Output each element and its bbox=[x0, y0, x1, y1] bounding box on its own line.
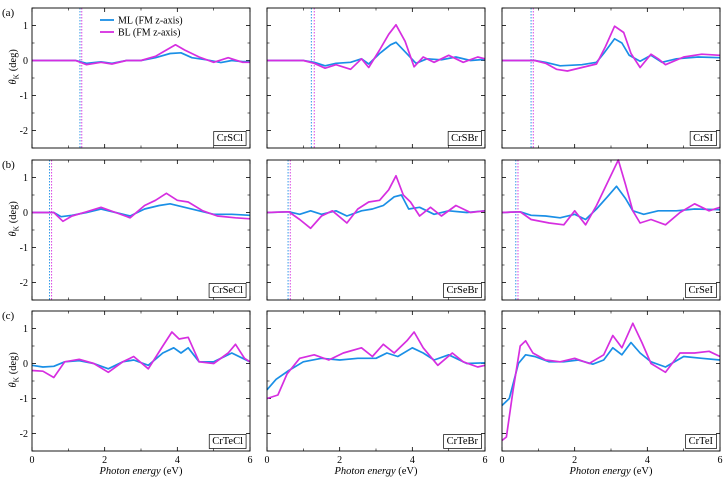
series-line-bl bbox=[31, 331, 251, 379]
x-tick-label: 2 bbox=[337, 455, 342, 466]
series-line-ml bbox=[502, 37, 721, 67]
plot-frame bbox=[266, 310, 486, 452]
panel-crsi: CrSI bbox=[501, 7, 721, 149]
y-tick-label: 1 bbox=[23, 173, 28, 184]
material-label: CrTeBr bbox=[447, 436, 479, 447]
series-line-ml bbox=[501, 341, 721, 407]
plot-frame bbox=[501, 7, 721, 149]
material-label: CrTeI bbox=[689, 436, 714, 447]
y-tick-label: -2 bbox=[20, 278, 28, 289]
series-line-bl bbox=[502, 25, 721, 72]
material-label: CrSeI bbox=[689, 285, 714, 296]
series-line-bl bbox=[267, 23, 486, 71]
plot-frame bbox=[31, 310, 251, 452]
series-line-bl bbox=[266, 331, 486, 400]
legend-label-bl: BL (FM z-axis) bbox=[118, 28, 180, 39]
series-line-bl bbox=[32, 43, 250, 66]
series-line-ml bbox=[31, 346, 251, 370]
x-tick-label: 0 bbox=[265, 455, 270, 466]
x-axis-label: Photon energy (eV) bbox=[333, 466, 418, 477]
x-axis-label: Photon energy (eV) bbox=[98, 466, 183, 477]
x-tick-label: 0 bbox=[30, 455, 35, 466]
series-line-ml bbox=[266, 194, 486, 217]
series-line-ml bbox=[501, 185, 721, 221]
row-label: (a) bbox=[2, 7, 15, 19]
panel-crtei: 0 2 4 6 CrTeI Photon energy (eV) bbox=[500, 310, 723, 477]
material-label-box bbox=[208, 283, 247, 298]
y-tick-label: -2 bbox=[20, 429, 28, 440]
x-tick-label: 2 bbox=[102, 455, 107, 466]
series-line-bl bbox=[266, 174, 486, 230]
y-tick-label: 1 bbox=[23, 21, 28, 32]
plot-frame bbox=[31, 7, 251, 149]
material-label: CrSCl bbox=[217, 133, 243, 144]
panel-crsei: CrSeI bbox=[501, 159, 721, 301]
y-tick-label: -1 bbox=[20, 394, 28, 405]
material-label-box bbox=[685, 283, 717, 298]
material-label-box bbox=[689, 131, 717, 146]
series-line-ml bbox=[32, 51, 250, 65]
y-tick-label: 1 bbox=[23, 324, 28, 335]
plot-frame bbox=[501, 310, 721, 452]
plot-frame bbox=[501, 159, 721, 301]
material-label-box bbox=[443, 434, 482, 449]
y-axis-label: θK (deg) bbox=[8, 201, 21, 237]
material-label-box bbox=[443, 283, 482, 298]
x-tick-label: 4 bbox=[410, 455, 415, 466]
material-label: CrSeCl bbox=[212, 285, 243, 296]
row-label: (c) bbox=[2, 310, 15, 322]
material-label: CrTeCl bbox=[212, 436, 243, 447]
material-label: CrSI bbox=[693, 133, 713, 144]
x-tick-label: 2 bbox=[572, 455, 577, 466]
y-tick-label: -1 bbox=[20, 243, 28, 254]
plot-frame bbox=[266, 159, 486, 301]
panel-crsbr: CrSBr bbox=[266, 7, 486, 149]
x-tick-label: 4 bbox=[645, 455, 650, 466]
x-tick-label: 6 bbox=[483, 455, 488, 466]
row-label: (b) bbox=[2, 159, 15, 171]
material-label-box bbox=[213, 131, 247, 146]
panel-crtecl: 0 2 4 6 -2 -1 0 1 CrTeCl θK (deg) (c) Photon energy… bbox=[2, 310, 253, 477]
x-axis-label: Photon energy (eV) bbox=[568, 466, 653, 477]
x-tick-label: 6 bbox=[718, 455, 723, 466]
y-tick-label: -2 bbox=[20, 126, 28, 137]
legend-label-ml: ML (FM z-axis) bbox=[118, 16, 183, 27]
material-label-box bbox=[208, 434, 247, 449]
series-line-bl bbox=[32, 192, 251, 223]
x-tick-label: 6 bbox=[248, 455, 253, 466]
panel-crscl: -2 -1 0 1 CrSCl θK (deg) (a) ML (FM z-axis)BL (… bbox=[2, 7, 251, 149]
material-label: CrSBr bbox=[451, 133, 478, 144]
y-tick-label: 0 bbox=[23, 359, 28, 370]
y-axis-label: θK (deg) bbox=[8, 352, 21, 388]
series-line-ml bbox=[266, 346, 486, 391]
x-tick-label: 0 bbox=[500, 455, 505, 466]
y-tick-label: 0 bbox=[23, 208, 28, 219]
series-line-ml bbox=[267, 41, 486, 67]
panel-crsecl: -2 -1 0 1 CrSeCl θK (deg) (b) bbox=[2, 159, 251, 301]
panel-crsebr: CrSeBr bbox=[266, 159, 486, 301]
series-line-bl bbox=[501, 322, 721, 442]
plot-frame bbox=[31, 159, 251, 301]
material-label-box bbox=[685, 434, 717, 449]
material-label: CrSeBr bbox=[447, 285, 479, 296]
plot-frame bbox=[266, 7, 486, 149]
panel-crtebr: 0 2 4 6 CrTeBr Photon energy (eV) bbox=[265, 310, 488, 477]
series-line-ml bbox=[32, 202, 251, 218]
y-tick-label: 0 bbox=[23, 56, 28, 67]
material-label-box bbox=[447, 131, 482, 146]
x-tick-label: 4 bbox=[175, 455, 180, 466]
y-tick-label: -1 bbox=[20, 91, 28, 102]
y-axis-label: θK (deg) bbox=[8, 49, 21, 85]
